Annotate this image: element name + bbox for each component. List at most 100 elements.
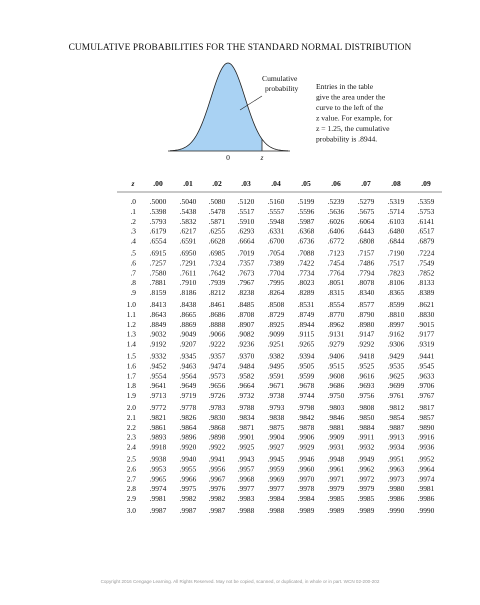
description-line: z value. For example, for bbox=[316, 114, 393, 123]
cell: .5714 bbox=[388, 207, 405, 216]
cell: .9973 bbox=[388, 474, 405, 483]
cell: .8790 bbox=[358, 310, 375, 319]
cell: .9429 bbox=[388, 352, 405, 361]
cell: .9082 bbox=[238, 330, 255, 339]
cell: .9406 bbox=[328, 352, 345, 361]
cell: .9985 bbox=[328, 494, 345, 503]
cell: .9599 bbox=[298, 371, 315, 380]
cell: .7123 bbox=[328, 249, 345, 258]
cell: .7642 bbox=[209, 268, 226, 277]
cell: .9788 bbox=[238, 403, 255, 412]
cell: .9988 bbox=[238, 506, 255, 515]
cell: .9319 bbox=[418, 340, 435, 349]
cell: .8413 bbox=[150, 300, 167, 309]
cell: .9761 bbox=[388, 391, 405, 400]
cell: .9505 bbox=[298, 361, 315, 370]
cell: .9979 bbox=[358, 484, 375, 493]
cell: .9826 bbox=[180, 413, 197, 422]
row-z: .0 bbox=[130, 197, 136, 206]
cell: .7157 bbox=[358, 249, 375, 258]
normal-curve bbox=[169, 62, 289, 152]
cell: .8925 bbox=[268, 320, 285, 329]
cell: .9980 bbox=[388, 484, 405, 493]
cell: .9861 bbox=[150, 423, 167, 432]
cell: .9817 bbox=[418, 403, 435, 412]
cell: .9963 bbox=[388, 464, 405, 473]
cell: .8944 bbox=[298, 320, 315, 329]
row-z: 2.3 bbox=[127, 433, 137, 442]
cell: .8849 bbox=[150, 320, 167, 329]
cell: .7486 bbox=[358, 258, 375, 267]
cell: .9099 bbox=[268, 330, 285, 339]
cell: .9554 bbox=[150, 371, 167, 380]
cell: .9115 bbox=[298, 330, 315, 339]
cell: .9750 bbox=[328, 391, 345, 400]
cell: .8830 bbox=[418, 310, 435, 319]
cell: .9920 bbox=[180, 443, 197, 452]
column-header: z bbox=[131, 179, 135, 188]
cell: .6879 bbox=[418, 237, 435, 246]
cell: .7852 bbox=[418, 268, 435, 277]
cell: .8980 bbox=[358, 320, 375, 329]
row-z: 2.1 bbox=[127, 413, 137, 422]
cell: .9495 bbox=[268, 361, 285, 370]
cell: .9699 bbox=[388, 381, 405, 390]
cell: .8888 bbox=[209, 320, 226, 329]
cell: .9960 bbox=[298, 464, 315, 473]
cell: .6103 bbox=[388, 217, 405, 226]
cell: .9959 bbox=[268, 464, 285, 473]
cell: .9987 bbox=[150, 506, 167, 515]
cell: .9988 bbox=[268, 506, 285, 515]
cell: .5359 bbox=[418, 197, 435, 206]
cell: .9582 bbox=[238, 371, 255, 380]
cell: .9989 bbox=[358, 506, 375, 515]
row-z: 1.1 bbox=[127, 310, 137, 319]
title: CUMULATIVE PROBABILITIES FOR THE STANDAR… bbox=[69, 43, 412, 53]
cell: .9868 bbox=[209, 423, 226, 432]
cell: .9948 bbox=[328, 455, 345, 464]
cell: .9978 bbox=[298, 484, 315, 493]
cell: .8238 bbox=[238, 288, 255, 297]
cell: .9015 bbox=[418, 320, 435, 329]
cell: .6772 bbox=[328, 237, 345, 246]
z-label: z bbox=[260, 153, 264, 162]
cell: .9974 bbox=[418, 474, 435, 483]
cell: .9484 bbox=[238, 361, 255, 370]
cell: .5753 bbox=[418, 207, 435, 216]
column-header: .04 bbox=[271, 179, 281, 188]
cell: .8810 bbox=[388, 310, 405, 319]
cell: .5871 bbox=[209, 217, 226, 226]
cell: .9898 bbox=[209, 433, 226, 442]
cell: .5832 bbox=[180, 217, 197, 226]
cell: .8686 bbox=[209, 310, 226, 319]
cell: .9545 bbox=[418, 361, 435, 370]
cell: .9982 bbox=[180, 494, 197, 503]
cell: .5438 bbox=[180, 207, 197, 216]
cell: .9357 bbox=[209, 352, 226, 361]
cell: .5040 bbox=[180, 197, 197, 206]
cell: .9965 bbox=[150, 474, 167, 483]
cell: .9989 bbox=[298, 506, 315, 515]
cell: .9864 bbox=[180, 423, 197, 432]
cell: .9686 bbox=[328, 381, 345, 390]
cell: .8708 bbox=[238, 310, 255, 319]
cell: .8461 bbox=[209, 300, 226, 309]
cell: .7291 bbox=[180, 258, 197, 267]
description-line: probability is .8944. bbox=[316, 135, 377, 144]
cell: .9945 bbox=[268, 455, 285, 464]
cell: .9893 bbox=[150, 433, 167, 442]
cell: .8554 bbox=[328, 300, 345, 309]
cell: .9236 bbox=[238, 340, 255, 349]
cell: .9949 bbox=[358, 455, 375, 464]
cell: .8133 bbox=[418, 278, 435, 287]
row-z: 1.3 bbox=[127, 330, 137, 339]
cell: .9850 bbox=[358, 413, 375, 422]
cell: .8665 bbox=[180, 310, 197, 319]
cell: .6700 bbox=[268, 237, 285, 246]
cell: .6331 bbox=[268, 227, 285, 236]
cell: .9616 bbox=[358, 371, 375, 380]
cell: .9922 bbox=[209, 443, 226, 452]
cell: .9970 bbox=[298, 474, 315, 483]
